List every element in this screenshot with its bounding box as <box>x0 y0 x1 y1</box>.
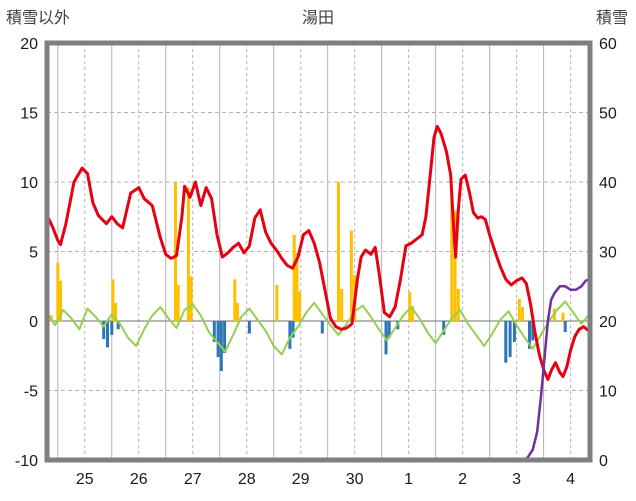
svg-text:30: 30 <box>346 471 364 488</box>
left-axis-ticks: 20 15 10 5 0 -5 -10 <box>15 36 38 470</box>
svg-text:3: 3 <box>512 471 521 488</box>
x-axis-day-labels: 25 26 27 28 29 30 1 2 3 4 <box>76 471 575 488</box>
svg-text:40: 40 <box>599 175 617 192</box>
svg-text:30: 30 <box>599 245 617 262</box>
chart-title: 湯田 <box>301 10 334 27</box>
left-axis-title: 積雪以外 <box>6 10 71 27</box>
svg-text:26: 26 <box>130 471 148 488</box>
svg-text:28: 28 <box>238 471 256 488</box>
svg-text:0: 0 <box>29 314 38 331</box>
svg-text:5: 5 <box>29 245 38 262</box>
svg-text:29: 29 <box>292 471 310 488</box>
red_line <box>47 124 590 381</box>
svg-text:2: 2 <box>458 471 467 488</box>
svg-text:10: 10 <box>599 384 617 401</box>
svg-text:27: 27 <box>184 471 202 488</box>
svg-text:10: 10 <box>20 175 38 192</box>
svg-text:1: 1 <box>404 471 413 488</box>
svg-text:20: 20 <box>20 36 38 53</box>
purple_line <box>47 278 590 460</box>
svg-text:4: 4 <box>566 471 575 488</box>
svg-text:25: 25 <box>76 471 94 488</box>
plot-frame <box>44 40 593 463</box>
green_line <box>47 300 590 356</box>
svg-text:-10: -10 <box>15 453 38 470</box>
svg-text:15: 15 <box>20 106 38 123</box>
svg-text:50: 50 <box>599 106 617 123</box>
svg-text:-5: -5 <box>24 384 38 401</box>
right-axis-title: 積雪 <box>595 10 628 27</box>
svg-text:20: 20 <box>599 314 617 331</box>
svg-text:0: 0 <box>599 453 608 470</box>
right-axis-ticks: 60 50 40 30 20 10 0 <box>599 36 617 470</box>
svg-text:60: 60 <box>599 36 617 53</box>
